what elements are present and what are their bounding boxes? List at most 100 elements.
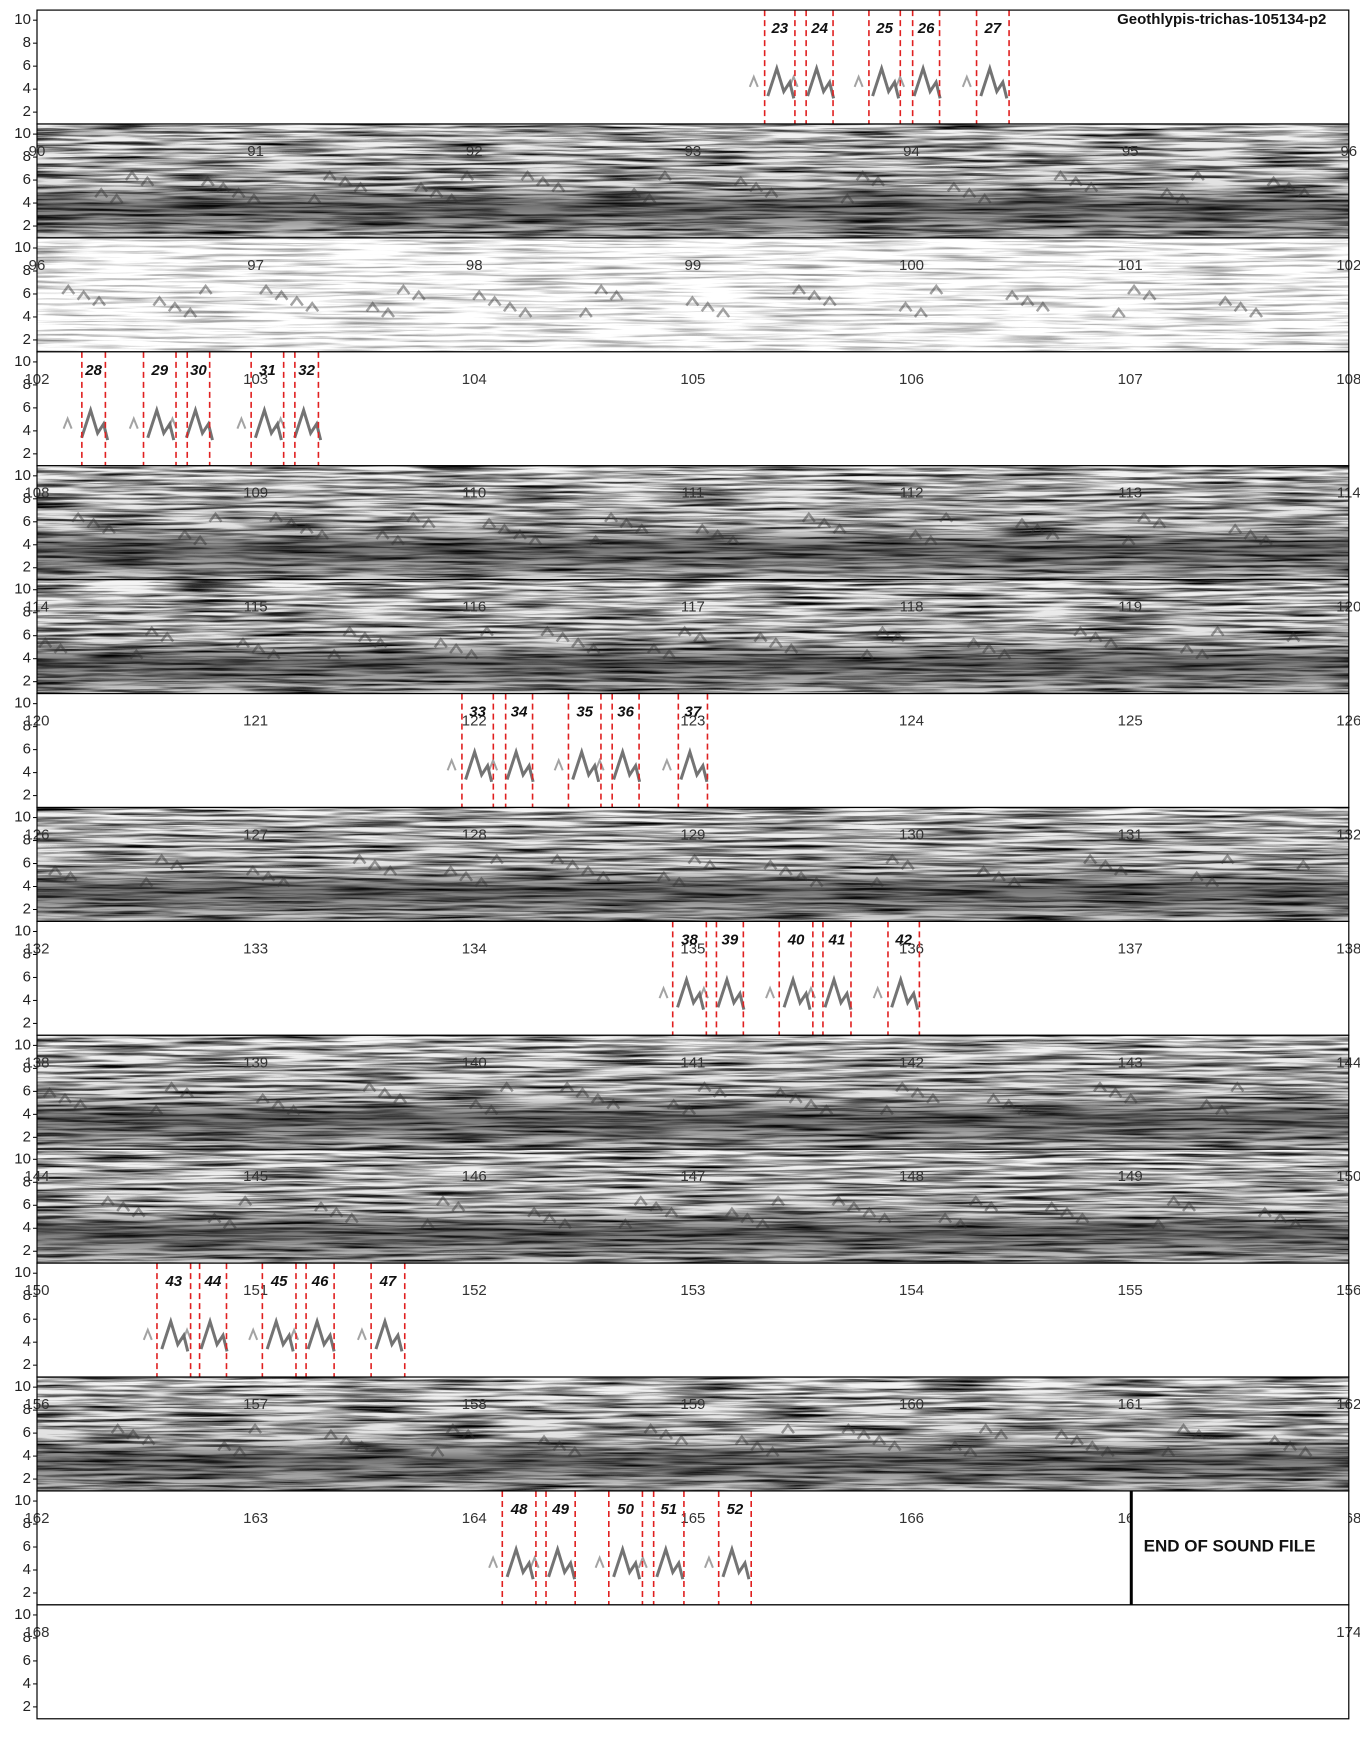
- syllable-shape: [612, 1544, 642, 1580]
- y-tick-label: 8: [23, 1629, 31, 1646]
- pre-note: [748, 74, 759, 88]
- note: [716, 306, 731, 318]
- note: [1073, 625, 1088, 637]
- note: [342, 625, 357, 637]
- note: [1007, 876, 1022, 888]
- note: [339, 1434, 354, 1446]
- time-label: 174: [1336, 1624, 1360, 1641]
- y-tick-label: 8: [23, 832, 31, 849]
- syllable-shape: [806, 63, 836, 99]
- pre-note: [248, 1327, 259, 1341]
- note: [571, 637, 586, 648]
- time-label: 125: [1118, 713, 1143, 730]
- note: [991, 870, 1006, 882]
- y-tick-label: 10: [14, 467, 31, 484]
- syllable-number: 49: [551, 1501, 569, 1518]
- time-label: 150: [1336, 1168, 1360, 1185]
- note: [700, 301, 715, 312]
- note: [152, 295, 167, 307]
- note: [1220, 853, 1235, 865]
- note: [94, 187, 109, 199]
- note: [274, 289, 289, 301]
- y-tick-label: 8: [23, 1059, 31, 1076]
- note: [61, 283, 76, 295]
- syllable-shape: [912, 63, 942, 99]
- note: [149, 1104, 164, 1116]
- y-tick-label: 8: [23, 945, 31, 962]
- time-label: 147: [680, 1168, 705, 1185]
- y-tick-label: 8: [23, 376, 31, 393]
- note: [885, 853, 900, 865]
- note: [487, 295, 502, 307]
- y-tick-label: 2: [23, 217, 31, 234]
- pre-note: [853, 74, 864, 88]
- note: [411, 289, 426, 301]
- syllable-shape: [716, 974, 746, 1010]
- note: [1001, 1098, 1016, 1110]
- syllable-number: 32: [298, 362, 315, 379]
- syllable-shape: [721, 1544, 751, 1580]
- y-tick-label: 10: [14, 239, 31, 256]
- time-label: 123: [680, 713, 705, 730]
- y-tick-label: 8: [23, 34, 31, 51]
- time-label: 154: [899, 1282, 924, 1299]
- pre-note: [167, 415, 178, 429]
- time-label: 120: [1336, 599, 1360, 616]
- y-tick-label: 4: [23, 1219, 31, 1236]
- y-tick-label: 8: [23, 490, 31, 507]
- y-tick-label: 2: [23, 1470, 31, 1487]
- note: [1068, 175, 1083, 187]
- note: [580, 864, 595, 876]
- note: [116, 1200, 131, 1212]
- syllable-number: 41: [828, 931, 846, 948]
- pre-note: [658, 985, 669, 999]
- syllable-number: 29: [150, 362, 168, 379]
- y-tick-label: 6: [23, 399, 31, 416]
- y-tick-label: 4: [23, 1675, 31, 1692]
- syllable-number: 35: [576, 704, 593, 721]
- syllable-number: 45: [270, 1273, 288, 1290]
- y-tick-label: 2: [23, 1356, 31, 1373]
- time-label: 91: [247, 143, 264, 160]
- time-label: 116: [462, 599, 486, 616]
- time-label: 157: [243, 1396, 268, 1413]
- pre-note: [704, 1555, 714, 1569]
- note: [855, 169, 870, 181]
- panel-background: [36, 1604, 1349, 1719]
- syllable-number: 48: [510, 1501, 528, 1518]
- pre-note: [765, 985, 775, 999]
- y-tick-label: 6: [23, 57, 31, 74]
- note: [658, 1428, 673, 1440]
- note: [1296, 859, 1311, 871]
- note: [1020, 295, 1035, 307]
- note: [338, 175, 353, 187]
- note: [768, 637, 783, 648]
- note: [537, 1434, 552, 1446]
- note: [871, 175, 886, 187]
- syllable-shape: [676, 974, 705, 1010]
- note: [634, 523, 649, 535]
- note: [1175, 192, 1190, 204]
- note: [472, 289, 487, 301]
- noise-band: [36, 807, 1349, 922]
- note: [978, 1423, 993, 1434]
- note: [71, 511, 86, 523]
- time-label: 162: [1336, 1396, 1360, 1413]
- note: [357, 631, 372, 643]
- note: [947, 1440, 962, 1452]
- note: [144, 625, 159, 637]
- syllable-number: 33: [469, 704, 486, 721]
- note: [551, 181, 566, 193]
- note: [141, 1434, 156, 1446]
- note: [1045, 528, 1060, 540]
- time-label: 101: [1118, 257, 1143, 274]
- time-label: 113: [1118, 485, 1142, 502]
- note: [1127, 283, 1142, 295]
- note: [86, 517, 101, 529]
- note: [354, 1440, 369, 1452]
- note: [925, 1092, 940, 1104]
- note: [164, 1081, 179, 1093]
- syllable-shape: [185, 405, 214, 441]
- syllable-shape: [505, 1544, 535, 1580]
